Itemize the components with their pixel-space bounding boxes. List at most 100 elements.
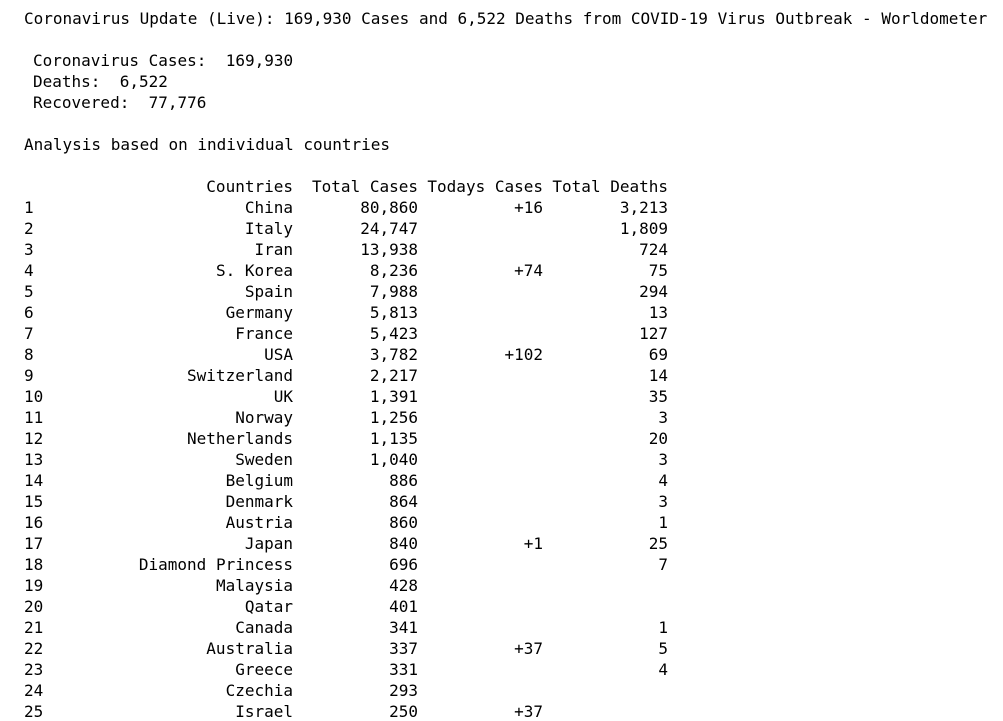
table-cell: 696	[389, 555, 418, 574]
country-name: France	[235, 324, 293, 343]
row-index: 19	[24, 576, 44, 595]
summary-label: Coronavirus Cases:	[33, 51, 207, 70]
table-cell: 3	[658, 408, 668, 427]
table-cell: 25	[648, 534, 668, 553]
row-index: 18	[24, 555, 44, 574]
country-name: USA	[264, 345, 293, 364]
country-name: Diamond Princess	[138, 555, 293, 574]
country-name: Sweden	[235, 450, 293, 469]
page-title: Coronavirus Update (Live): 169,930 Cases…	[24, 9, 988, 28]
row-index: 10	[24, 387, 44, 406]
country-name: Italy	[244, 219, 293, 238]
table-cell: 127	[639, 324, 668, 343]
table-cell: 14	[648, 366, 668, 385]
row-index: 3	[24, 240, 34, 259]
table-cell: 69	[648, 345, 668, 364]
table-cell: 1,809	[619, 219, 668, 238]
summary-label: Deaths:	[33, 72, 101, 91]
table-cell: +16	[514, 198, 543, 217]
country-name: Belgium	[225, 471, 293, 490]
row-index: 8	[24, 345, 34, 364]
country-name: Denmark	[225, 492, 293, 511]
table-cell: 80,860	[360, 198, 418, 217]
country-name: Spain	[244, 282, 293, 301]
table-cell: 1	[658, 618, 668, 637]
row-index: 2	[24, 219, 34, 238]
country-name: Switzerland	[187, 366, 293, 385]
table-cell: 1	[658, 513, 668, 532]
row-index: 4	[24, 261, 34, 280]
country-name: Netherlands	[187, 429, 293, 448]
row-index: 1	[24, 198, 34, 217]
section-title: Analysis based on individual countries	[24, 135, 391, 154]
summary-value: 77,776	[148, 93, 207, 112]
table-cell: 1,391	[369, 387, 418, 406]
row-index: 15	[24, 492, 44, 511]
table-cell: 7,988	[369, 282, 418, 301]
table-cell: 337	[389, 639, 418, 658]
column-header: Todays Cases	[427, 177, 543, 196]
table-cell: 864	[389, 492, 418, 511]
table-cell: +37	[514, 702, 543, 721]
row-index: 21	[24, 618, 44, 637]
table-cell: 331	[389, 660, 418, 679]
table-cell: 3,782	[369, 345, 418, 364]
column-header: Countries	[206, 177, 293, 196]
row-index: 6	[24, 303, 34, 322]
row-index: 7	[24, 324, 34, 343]
country-name: Israel	[235, 702, 293, 721]
row-index: 24	[24, 681, 44, 700]
table-cell: 293	[389, 681, 418, 700]
table-cell: 428	[389, 576, 418, 595]
row-index: 14	[24, 471, 44, 490]
country-name: Greece	[235, 660, 293, 679]
column-header: Total Cases	[312, 177, 418, 196]
table-cell: 5	[658, 639, 668, 658]
table-cell: 5,813	[369, 303, 418, 322]
table-cell: 250	[389, 702, 418, 721]
country-name: S. Korea	[215, 261, 293, 280]
table-cell: 1,040	[369, 450, 418, 469]
table-cell: 2,217	[369, 366, 418, 385]
table-cell: 341	[389, 618, 418, 637]
table-cell: 20	[648, 429, 668, 448]
row-index: 12	[24, 429, 44, 448]
country-name: Czechia	[225, 681, 293, 700]
table-cell: 3	[658, 492, 668, 511]
country-name: Austria	[225, 513, 293, 532]
table-cell: 401	[389, 597, 418, 616]
table-cell: 840	[389, 534, 418, 553]
row-index: 5	[24, 282, 34, 301]
country-name: Canada	[235, 618, 293, 637]
table-cell: 1,256	[369, 408, 418, 427]
table-cell: 294	[639, 282, 668, 301]
column-header: Total Deaths	[552, 177, 668, 196]
row-index: 16	[24, 513, 44, 532]
row-index: 23	[24, 660, 44, 679]
summary-value: 6,522	[119, 72, 168, 91]
table-cell: +37	[514, 639, 543, 658]
table-cell: 886	[389, 471, 418, 490]
country-name: Qatar	[244, 597, 293, 616]
table-cell: 724	[639, 240, 668, 259]
row-index: 25	[24, 702, 44, 721]
table-cell: 7	[658, 555, 668, 574]
table-cell: 8,236	[369, 261, 418, 280]
table-cell: 75	[648, 261, 668, 280]
table-cell: +74	[514, 261, 543, 280]
country-name: Malaysia	[215, 576, 293, 595]
table-cell: 13,938	[360, 240, 418, 259]
table-cell: 35	[648, 387, 668, 406]
table-cell: 860	[389, 513, 418, 532]
row-index: 17	[24, 534, 44, 553]
table-cell: 3	[658, 450, 668, 469]
country-name: Iran	[254, 240, 293, 259]
country-name: UK	[273, 387, 293, 406]
country-name: Japan	[244, 534, 293, 553]
country-name: China	[244, 198, 293, 217]
summary-value: 169,930	[225, 51, 294, 70]
table-cell: +102	[504, 345, 543, 364]
row-index: 11	[24, 408, 44, 427]
table-cell: 1,135	[369, 429, 418, 448]
